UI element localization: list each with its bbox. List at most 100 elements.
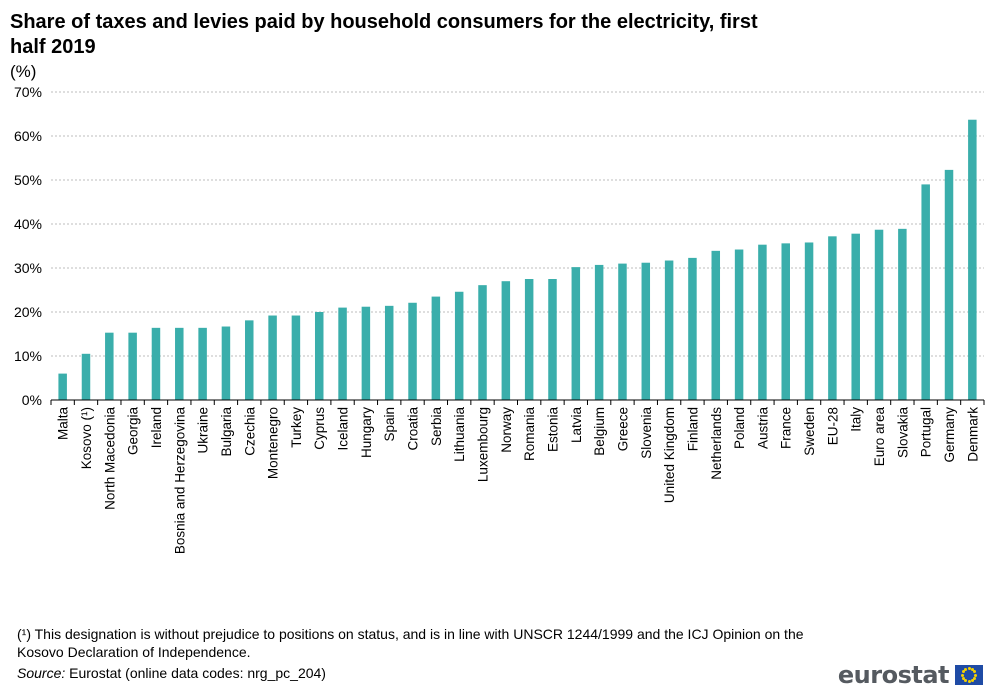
footnote: (¹) This designation is without prejudic…: [17, 626, 804, 660]
bar: [245, 320, 254, 400]
flag-star: [964, 679, 968, 683]
bar: [641, 262, 651, 400]
bar: [501, 281, 511, 400]
bar: [828, 236, 837, 400]
bar: [221, 326, 231, 400]
flag-star: [964, 667, 968, 671]
x-tick-label: Serbia: [429, 407, 444, 447]
x-tick-label: Norway: [499, 407, 514, 453]
flag-star: [961, 670, 965, 674]
x-tick-label: Greece: [615, 407, 630, 451]
y-tick-label: 0%: [22, 392, 42, 408]
source-line: Source: Eurostat (online data codes: nrg…: [17, 664, 326, 682]
eu-flag-icon: [955, 665, 983, 685]
bar: [361, 306, 371, 400]
bar: [921, 184, 930, 400]
x-tick-label: Austria: [755, 407, 770, 450]
x-tick-label: Denmark: [965, 407, 980, 462]
y-tick-label: 70%: [14, 84, 42, 100]
eurostat-logo: eurostat: [838, 661, 983, 689]
bar: [81, 353, 91, 400]
bar: [151, 327, 161, 400]
bar: [268, 315, 277, 400]
flag-star: [973, 670, 977, 674]
x-tick-label: Slovakia: [895, 407, 910, 459]
x-tick-label: Malta: [56, 407, 71, 441]
x-tick-label: Latvia: [569, 407, 584, 444]
flag-star: [961, 673, 964, 677]
x-tick-label: Italy: [849, 407, 864, 432]
x-tick-label: Germany: [942, 407, 957, 463]
bar: [314, 312, 324, 400]
x-tick-label: Bosnia and Herzegovina: [172, 407, 187, 555]
bar: [874, 229, 884, 400]
flag-star: [961, 676, 965, 680]
bar: [454, 291, 464, 400]
bar: [431, 296, 441, 400]
x-tick-label: Lithuania: [452, 407, 467, 462]
y-tick-label: 30%: [14, 260, 42, 276]
x-tick-label: Kosovo (¹): [79, 407, 94, 469]
x-tick-label: Romania: [522, 407, 537, 462]
flag-star: [967, 667, 971, 670]
bar: [968, 119, 977, 400]
x-tick-label: Portugal: [919, 407, 934, 457]
flag-star: [973, 676, 977, 680]
x-tick-label: North Macedonia: [102, 407, 117, 510]
bar: [664, 260, 674, 400]
bar: [408, 302, 417, 400]
x-tick-label: Netherlands: [709, 407, 724, 480]
y-tick-label: 50%: [14, 172, 42, 188]
bar: [548, 279, 557, 400]
bar: [781, 243, 790, 400]
y-tick-label: 10%: [14, 348, 42, 364]
y-tick-label: 20%: [14, 304, 42, 320]
bar: [291, 315, 301, 400]
bar: [384, 305, 394, 400]
y-tick-label: 60%: [14, 128, 42, 144]
bar: [524, 279, 534, 400]
bar: [198, 327, 207, 400]
x-tick-label: Bulgaria: [219, 407, 234, 457]
bar: [571, 267, 581, 400]
bar: [175, 327, 184, 400]
x-tick-label: Montenegro: [266, 407, 281, 479]
x-tick-label: Belgium: [592, 407, 607, 456]
x-tick-label: Cyprus: [312, 407, 327, 450]
bar: [688, 257, 697, 400]
x-tick-label: Ireland: [149, 407, 164, 448]
bar: [734, 249, 744, 400]
x-tick-label: United Kingdom: [662, 407, 677, 503]
bar: [758, 244, 767, 400]
bar: [128, 332, 137, 400]
bar: [478, 285, 487, 400]
x-tick-label: France: [779, 407, 794, 449]
x-tick-label: Turkey: [289, 407, 304, 448]
flag-star: [970, 679, 974, 683]
x-tick-label: Spain: [382, 407, 397, 442]
x-tick-label: Sweden: [802, 407, 817, 456]
bar: [898, 228, 907, 400]
flag-star: [974, 673, 977, 677]
x-tick-label: EU-28: [825, 407, 840, 445]
x-tick-label: Slovenia: [639, 407, 654, 459]
bar: [944, 169, 954, 400]
x-tick-label: Finland: [685, 407, 700, 451]
x-tick-label: Luxembourg: [476, 407, 491, 482]
flag-star: [970, 667, 974, 671]
x-tick-label: Czechia: [242, 407, 257, 456]
bar: [851, 233, 860, 400]
x-tick-label: Croatia: [406, 407, 421, 451]
unit-label: (%): [10, 62, 37, 81]
bar: [594, 264, 604, 400]
x-tick-label: Ukraine: [196, 407, 211, 454]
bar: [105, 332, 114, 400]
source-text: Eurostat (online data codes: nrg_pc_204): [69, 665, 326, 681]
flag-star: [967, 680, 971, 683]
bar: [804, 242, 814, 400]
bar: [58, 373, 67, 400]
chart-title: Share of taxes and levies paid by househ…: [10, 11, 758, 58]
bar: [711, 250, 721, 400]
x-tick-label: Georgia: [126, 407, 141, 456]
x-tick-label: Euro area: [872, 407, 887, 467]
